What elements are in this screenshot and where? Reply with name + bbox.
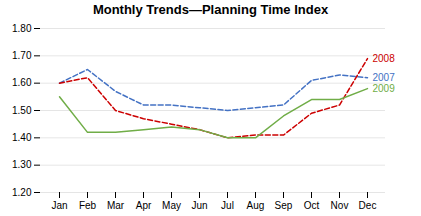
svg-text:May: May	[162, 200, 181, 211]
svg-text:Aug: Aug	[247, 200, 265, 211]
svg-text:Dec: Dec	[359, 200, 377, 211]
svg-text:1.80: 1.80	[12, 23, 32, 34]
svg-text:Sep: Sep	[275, 200, 293, 211]
svg-text:Apr: Apr	[136, 200, 152, 211]
svg-text:Nov: Nov	[331, 200, 349, 211]
svg-text:Oct: Oct	[304, 200, 320, 211]
svg-text:1.50: 1.50	[12, 105, 32, 116]
svg-text:Jan: Jan	[51, 200, 67, 211]
svg-text:1.20: 1.20	[12, 187, 32, 198]
svg-text:Jul: Jul	[221, 200, 234, 211]
svg-text:1.40: 1.40	[12, 132, 32, 143]
html-text:Monthly Trends—Planning Time I: Monthly Trends—Planning Time Index	[92, 2, 329, 17]
svg-text:Jun: Jun	[191, 200, 207, 211]
svg-text:Feb: Feb	[79, 200, 97, 211]
svg-text:2007: 2007	[373, 72, 396, 83]
svg-text:2009: 2009	[373, 83, 396, 94]
svg-text:1.60: 1.60	[12, 77, 32, 88]
svg-text:1.70: 1.70	[12, 50, 32, 61]
svg-text:Mar: Mar	[107, 200, 125, 211]
svg-text:1.30: 1.30	[12, 159, 32, 170]
svg-text:2008: 2008	[373, 53, 396, 64]
